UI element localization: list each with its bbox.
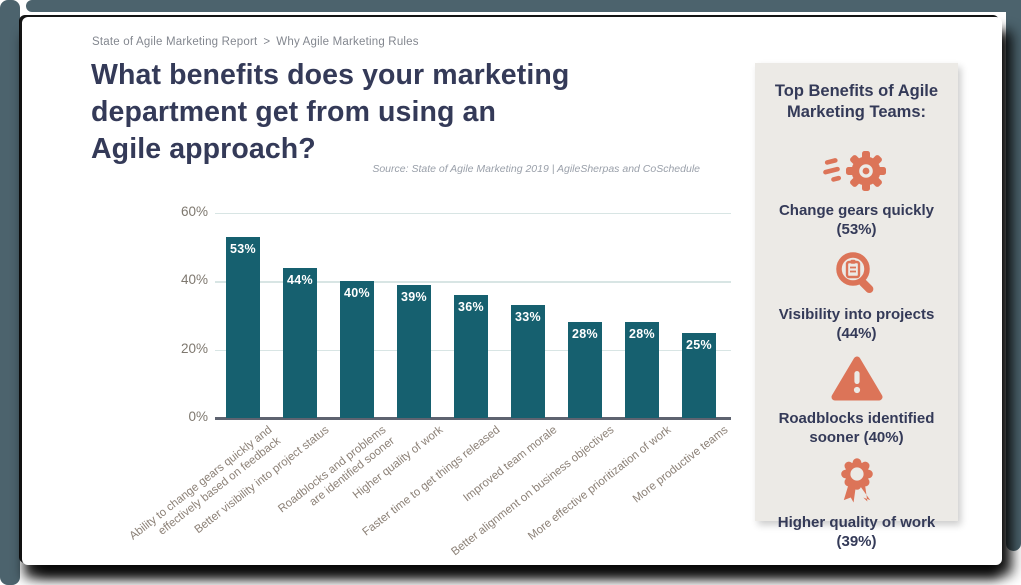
bar: 25% [682, 333, 716, 418]
x-axis-line [215, 417, 731, 420]
search-projects-icon [830, 249, 884, 301]
y-axis-tick-label: 0% [188, 409, 208, 424]
benefit-item-visibility: Visibility into projects (44%) [766, 249, 948, 343]
breadcrumb-section[interactable]: State of Agile Marketing Report [92, 36, 258, 48]
y-axis-tick-label: 40% [180, 272, 208, 288]
warning-triangle-icon [829, 353, 885, 405]
bar: 40% [340, 281, 374, 418]
source-note: Source: State of Agile Marketing 2019 | … [372, 163, 700, 175]
bar-value-label: 53% [230, 242, 256, 256]
title-line-2: department get from using an [91, 96, 497, 128]
breadcrumb-page[interactable]: Why Agile Marketing Rules [276, 36, 419, 48]
bar-value-label: 28% [629, 327, 655, 341]
x-axis-category-label: Ability to change gears quickly and effe… [127, 424, 283, 543]
backdrop-right-strip [1006, 0, 1021, 551]
gridline [215, 212, 731, 215]
bar: 39% [397, 285, 431, 418]
bar-value-label: 33% [515, 310, 541, 324]
bar-value-label: 39% [401, 290, 427, 304]
report-card: State of Agile Marketing Report > Why Agil… [22, 17, 1002, 565]
benefit-item-change-gears: Change gears quickly (53%) [766, 145, 948, 239]
benefit-caption: Visibility into projects (44%) [778, 306, 935, 342]
y-axis-tick-label: 60% [180, 203, 208, 219]
title-line-3: Agile approach? [91, 133, 316, 165]
gridline [215, 281, 731, 283]
bar-value-label: 40% [344, 286, 370, 300]
bar-value-label: 25% [686, 338, 712, 352]
y-axis-tick-label: 20% [180, 340, 208, 356]
breadcrumb: State of Agile Marketing Report > Why Agil… [92, 36, 419, 48]
bar-value-label: 44% [287, 273, 313, 287]
benefit-caption: Higher quality of work (39%) [777, 514, 936, 550]
benefit-caption: Roadblocks identified sooner (40%) [778, 410, 935, 446]
title-line-1: What benefits does your marketing [91, 59, 570, 91]
backdrop-left-strip [0, 0, 20, 585]
chart: 0% 20% 40% 60% 53% Ability to change gears qu… [22, 17, 1002, 565]
backdrop-top-strip [26, 0, 1021, 12]
award-ribbon-icon [832, 457, 882, 509]
breadcrumb-separator: > [263, 36, 271, 48]
bar: 28% [625, 322, 659, 418]
bar-value-label: 28% [572, 327, 598, 341]
speed-gear-icon [822, 145, 891, 197]
bar: 44% [283, 268, 317, 418]
benefit-caption: Change gears quickly (53%) [778, 202, 935, 238]
page-title: What benefits does your marketing depart… [91, 57, 569, 168]
benefit-item-roadblocks: Roadblocks identified sooner (40%) [766, 353, 948, 447]
top-benefits-panel: Top Benefits of Agile Marketing Teams: [755, 63, 958, 550]
bar: 53% [226, 237, 260, 418]
bar: 28% [568, 322, 602, 418]
benefit-item-quality: Higher quality of work (39%) [766, 457, 948, 551]
bar-value-label: 36% [458, 300, 484, 314]
bar: 36% [454, 295, 488, 418]
panel-heading: Top Benefits of Agile Marketing Teams: [774, 82, 939, 121]
bar: 33% [511, 305, 545, 418]
